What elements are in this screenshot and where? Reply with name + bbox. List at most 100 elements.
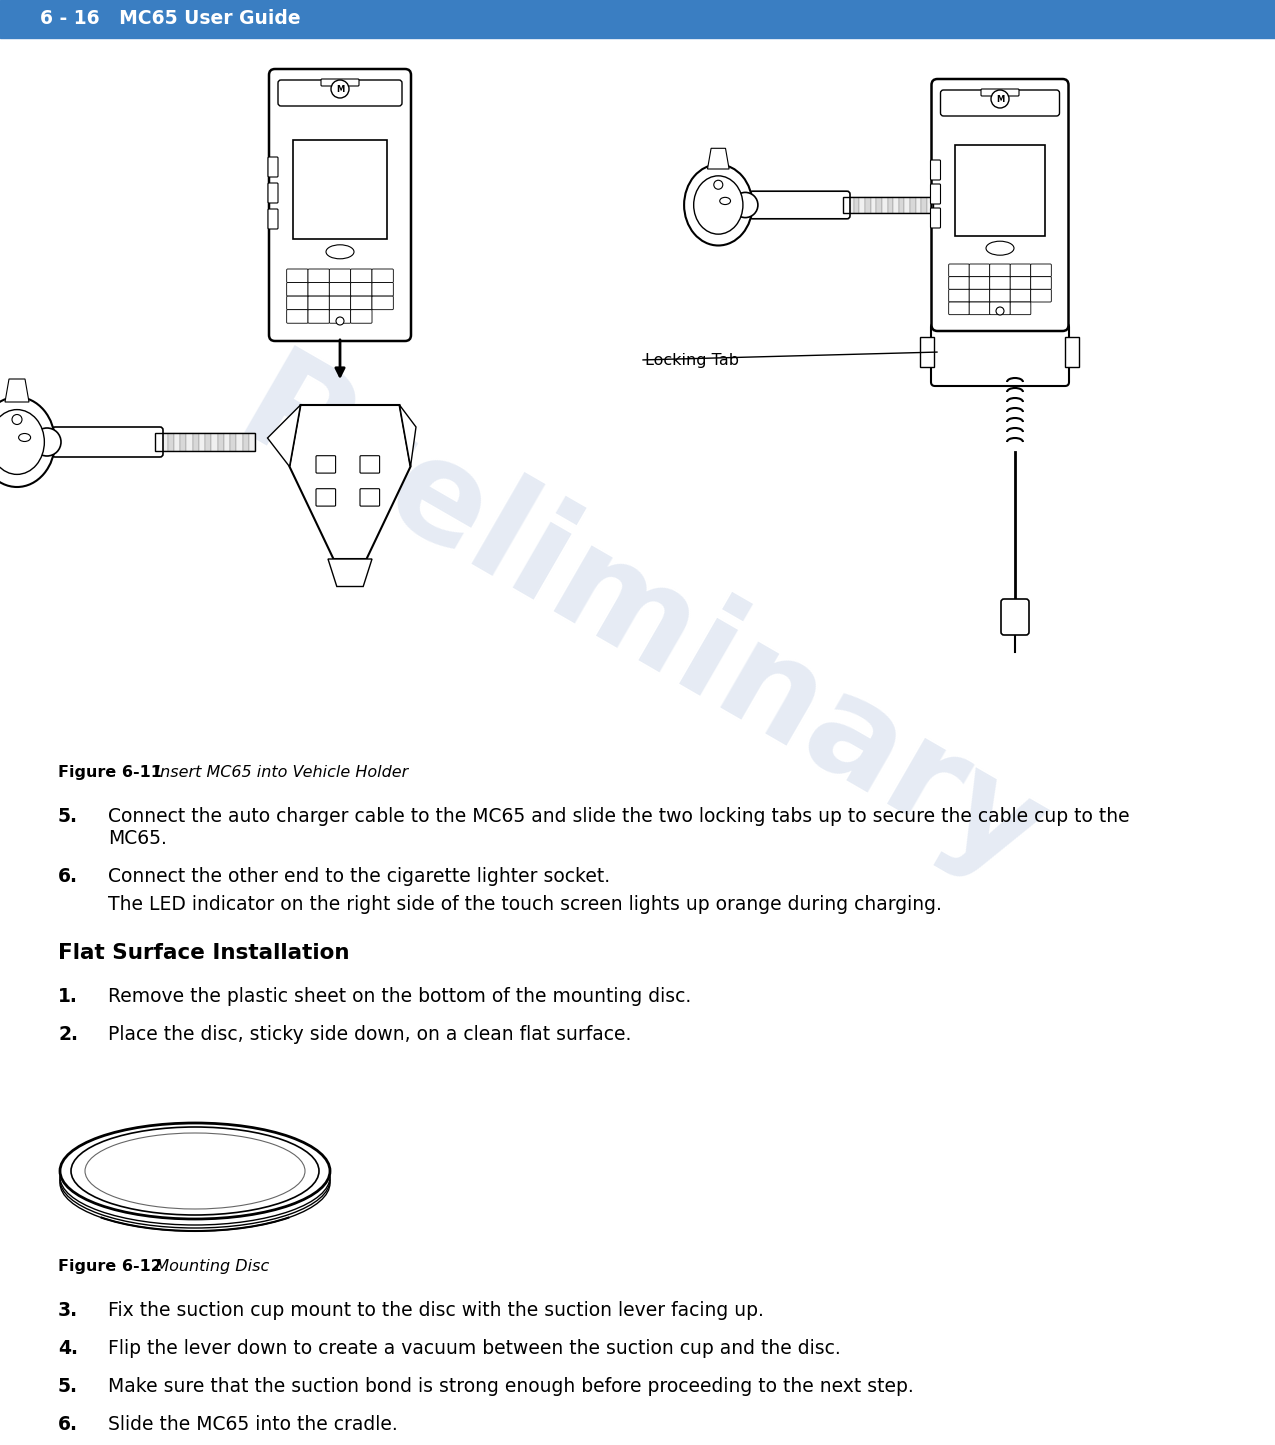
Bar xyxy=(899,197,904,212)
Bar xyxy=(921,337,935,367)
Bar xyxy=(193,434,199,451)
Bar xyxy=(249,434,255,451)
FancyBboxPatch shape xyxy=(1010,289,1030,302)
Ellipse shape xyxy=(685,165,752,246)
Bar xyxy=(230,434,236,451)
Text: Mounting Disc: Mounting Disc xyxy=(140,1259,269,1274)
Bar xyxy=(218,434,223,451)
Bar xyxy=(904,197,910,212)
Bar xyxy=(236,434,242,451)
Bar xyxy=(843,197,848,212)
Circle shape xyxy=(714,181,723,189)
FancyBboxPatch shape xyxy=(941,90,1060,116)
Bar xyxy=(854,197,859,212)
Text: Fix the suction cup mount to the disc with the suction lever facing up.: Fix the suction cup mount to the disc wi… xyxy=(108,1300,764,1319)
Text: Locking Tab: Locking Tab xyxy=(645,353,739,367)
Text: 5.: 5. xyxy=(57,1377,78,1396)
FancyBboxPatch shape xyxy=(309,296,329,309)
Ellipse shape xyxy=(19,434,31,442)
Polygon shape xyxy=(289,405,411,559)
FancyBboxPatch shape xyxy=(329,309,351,324)
FancyBboxPatch shape xyxy=(269,69,411,341)
Text: Insert MC65 into Vehicle Holder: Insert MC65 into Vehicle Holder xyxy=(140,764,408,780)
FancyBboxPatch shape xyxy=(278,79,402,105)
FancyBboxPatch shape xyxy=(980,90,1019,95)
Bar xyxy=(915,197,922,212)
Text: Preliminary: Preliminary xyxy=(214,340,1065,910)
FancyBboxPatch shape xyxy=(287,309,309,324)
Polygon shape xyxy=(268,405,301,467)
FancyBboxPatch shape xyxy=(1001,600,1029,634)
Polygon shape xyxy=(708,149,729,169)
Bar xyxy=(1065,337,1079,367)
FancyBboxPatch shape xyxy=(989,276,1010,289)
Circle shape xyxy=(337,316,344,325)
FancyBboxPatch shape xyxy=(949,264,969,276)
FancyBboxPatch shape xyxy=(309,269,329,283)
FancyBboxPatch shape xyxy=(372,296,393,309)
FancyBboxPatch shape xyxy=(989,302,1010,315)
Text: Figure 6-11: Figure 6-11 xyxy=(57,764,162,780)
Circle shape xyxy=(11,415,22,425)
FancyBboxPatch shape xyxy=(932,79,1068,331)
Circle shape xyxy=(33,428,61,457)
FancyBboxPatch shape xyxy=(372,283,393,296)
FancyBboxPatch shape xyxy=(268,158,278,176)
FancyBboxPatch shape xyxy=(309,283,329,296)
Text: MC65.: MC65. xyxy=(108,829,167,848)
Ellipse shape xyxy=(0,397,55,487)
Text: Place the disc, sticky side down, on a clean flat surface.: Place the disc, sticky side down, on a c… xyxy=(108,1025,631,1043)
Bar xyxy=(955,144,1046,236)
Text: The LED indicator on the right side of the touch screen lights up orange during : The LED indicator on the right side of t… xyxy=(108,894,942,915)
FancyBboxPatch shape xyxy=(351,296,372,309)
Text: 3.: 3. xyxy=(57,1300,78,1319)
Polygon shape xyxy=(328,559,372,587)
FancyBboxPatch shape xyxy=(969,289,989,302)
Text: 1.: 1. xyxy=(57,987,78,1006)
FancyBboxPatch shape xyxy=(287,283,309,296)
FancyBboxPatch shape xyxy=(329,283,351,296)
FancyBboxPatch shape xyxy=(360,455,380,473)
FancyBboxPatch shape xyxy=(1010,276,1030,289)
Text: Flat Surface Installation: Flat Surface Installation xyxy=(57,944,349,962)
Ellipse shape xyxy=(71,1127,319,1215)
Bar xyxy=(892,197,899,212)
FancyBboxPatch shape xyxy=(1030,276,1052,289)
FancyBboxPatch shape xyxy=(316,455,335,473)
Ellipse shape xyxy=(60,1123,330,1220)
FancyBboxPatch shape xyxy=(351,269,372,283)
FancyBboxPatch shape xyxy=(1030,289,1052,302)
FancyBboxPatch shape xyxy=(949,276,969,289)
Bar xyxy=(199,434,205,451)
Bar xyxy=(859,197,864,212)
FancyBboxPatch shape xyxy=(1030,264,1052,276)
Bar xyxy=(843,197,932,212)
FancyBboxPatch shape xyxy=(309,309,329,324)
FancyBboxPatch shape xyxy=(351,309,372,324)
Bar xyxy=(876,197,882,212)
Bar xyxy=(223,434,230,451)
Bar xyxy=(0,0,1275,38)
Ellipse shape xyxy=(694,176,743,234)
Circle shape xyxy=(733,192,757,218)
Text: 2.: 2. xyxy=(57,1025,78,1043)
Circle shape xyxy=(991,90,1009,108)
Bar xyxy=(180,434,186,451)
Text: Make sure that the suction bond is strong enough before proceeding to the next s: Make sure that the suction bond is stron… xyxy=(108,1377,914,1396)
FancyBboxPatch shape xyxy=(329,269,351,283)
FancyBboxPatch shape xyxy=(287,269,309,283)
Ellipse shape xyxy=(986,241,1014,256)
FancyBboxPatch shape xyxy=(351,283,372,296)
FancyBboxPatch shape xyxy=(1010,264,1030,276)
Text: 5.: 5. xyxy=(57,806,78,827)
Ellipse shape xyxy=(0,409,45,474)
FancyBboxPatch shape xyxy=(268,184,278,202)
Bar xyxy=(922,197,927,212)
Ellipse shape xyxy=(326,244,354,259)
Bar xyxy=(173,434,180,451)
Bar xyxy=(882,197,887,212)
Text: M: M xyxy=(996,94,1005,104)
Ellipse shape xyxy=(60,1131,330,1228)
Polygon shape xyxy=(5,379,29,402)
FancyBboxPatch shape xyxy=(949,289,969,302)
